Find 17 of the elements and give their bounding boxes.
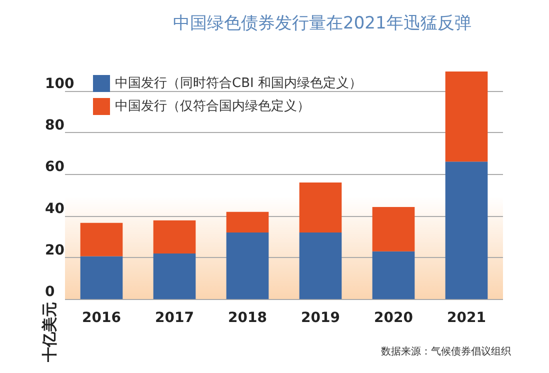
x-tick-label: 2017 [155,310,194,326]
y-tick-label: 40 [45,200,65,217]
y-tick-label: 100 [45,76,74,92]
x-tick-label: 2018 [228,310,267,326]
legend-label: 中国发行（同时符合CBI 和国内绿色定义） [115,76,362,91]
y-axis-title: 十亿美元 [40,302,58,363]
y-tick-label: 0 [45,284,55,300]
x-tick-label: 2020 [374,310,414,326]
legend-label: 中国发行（仅符合国内绿色定义） [115,99,310,114]
x-tick-label: 2019 [301,310,340,326]
y-tick-label: 80 [45,117,65,134]
chart-title: 中国绿色债券发行量在2021年迅猛反弹 [173,14,472,34]
source-note: 数据来源：气候债券倡议组织 [381,346,511,358]
x-tick-label: 2021 [447,310,486,326]
x-tick-label: 2016 [82,310,121,326]
y-tick-label: 60 [45,159,65,176]
y-tick-label: 20 [45,242,65,258]
